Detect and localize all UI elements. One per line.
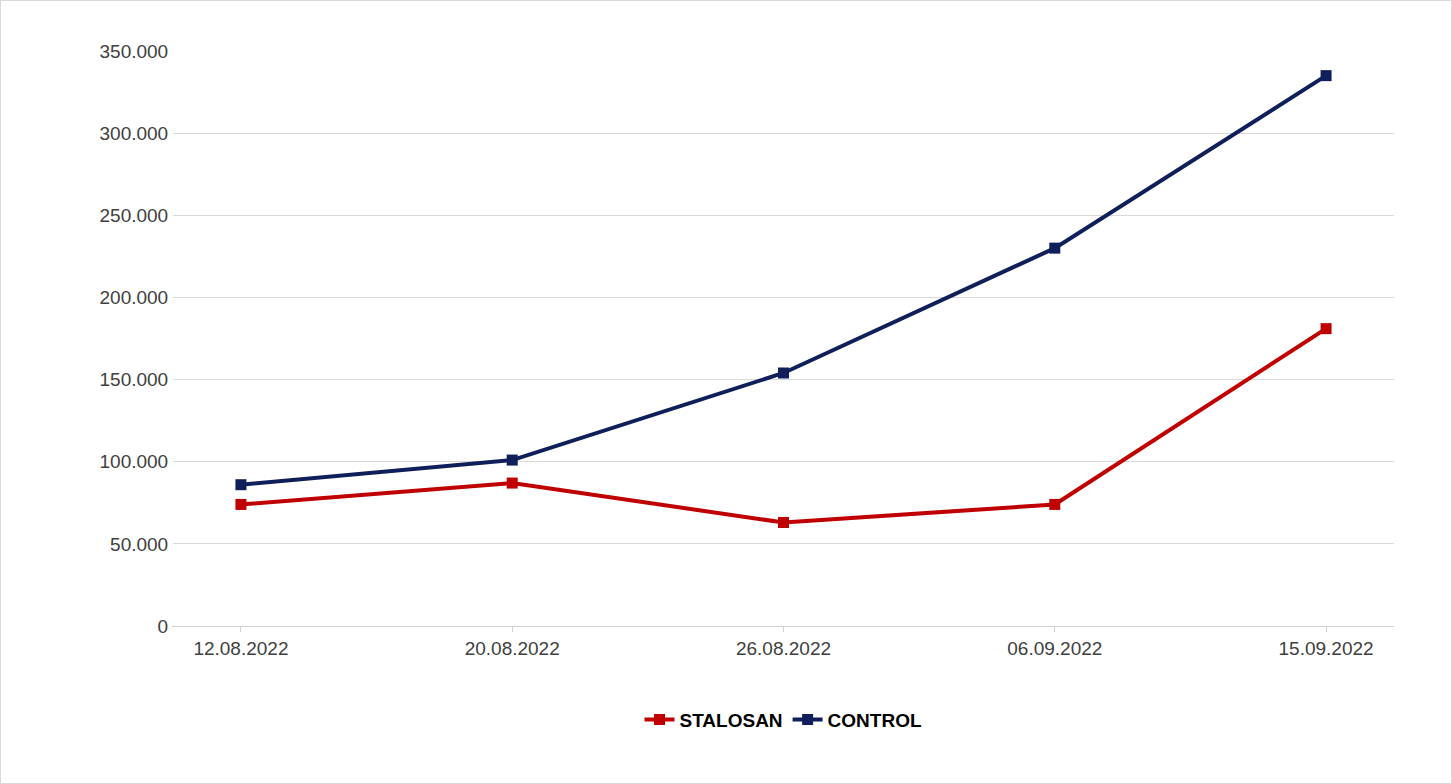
- svg-text:15.09.2022: 15.09.2022: [1279, 638, 1374, 659]
- svg-text:350.000: 350.000: [100, 41, 169, 62]
- svg-text:06.09.2022: 06.09.2022: [1007, 638, 1102, 659]
- svg-text:CONTROL: CONTROL: [828, 710, 922, 731]
- svg-text:STALOSAN: STALOSAN: [680, 710, 783, 731]
- svg-text:200.000: 200.000: [100, 287, 169, 308]
- svg-text:250.000: 250.000: [100, 205, 169, 226]
- svg-text:0: 0: [158, 616, 169, 637]
- svg-text:100.000: 100.000: [100, 451, 169, 472]
- svg-text:50.000: 50.000: [110, 534, 168, 555]
- svg-text:26.08.2022: 26.08.2022: [736, 638, 831, 659]
- svg-text:20.08.2022: 20.08.2022: [465, 638, 560, 659]
- svg-text:12.08.2022: 12.08.2022: [193, 638, 288, 659]
- svg-text:300.000: 300.000: [100, 123, 169, 144]
- svg-text:150.000: 150.000: [100, 369, 169, 390]
